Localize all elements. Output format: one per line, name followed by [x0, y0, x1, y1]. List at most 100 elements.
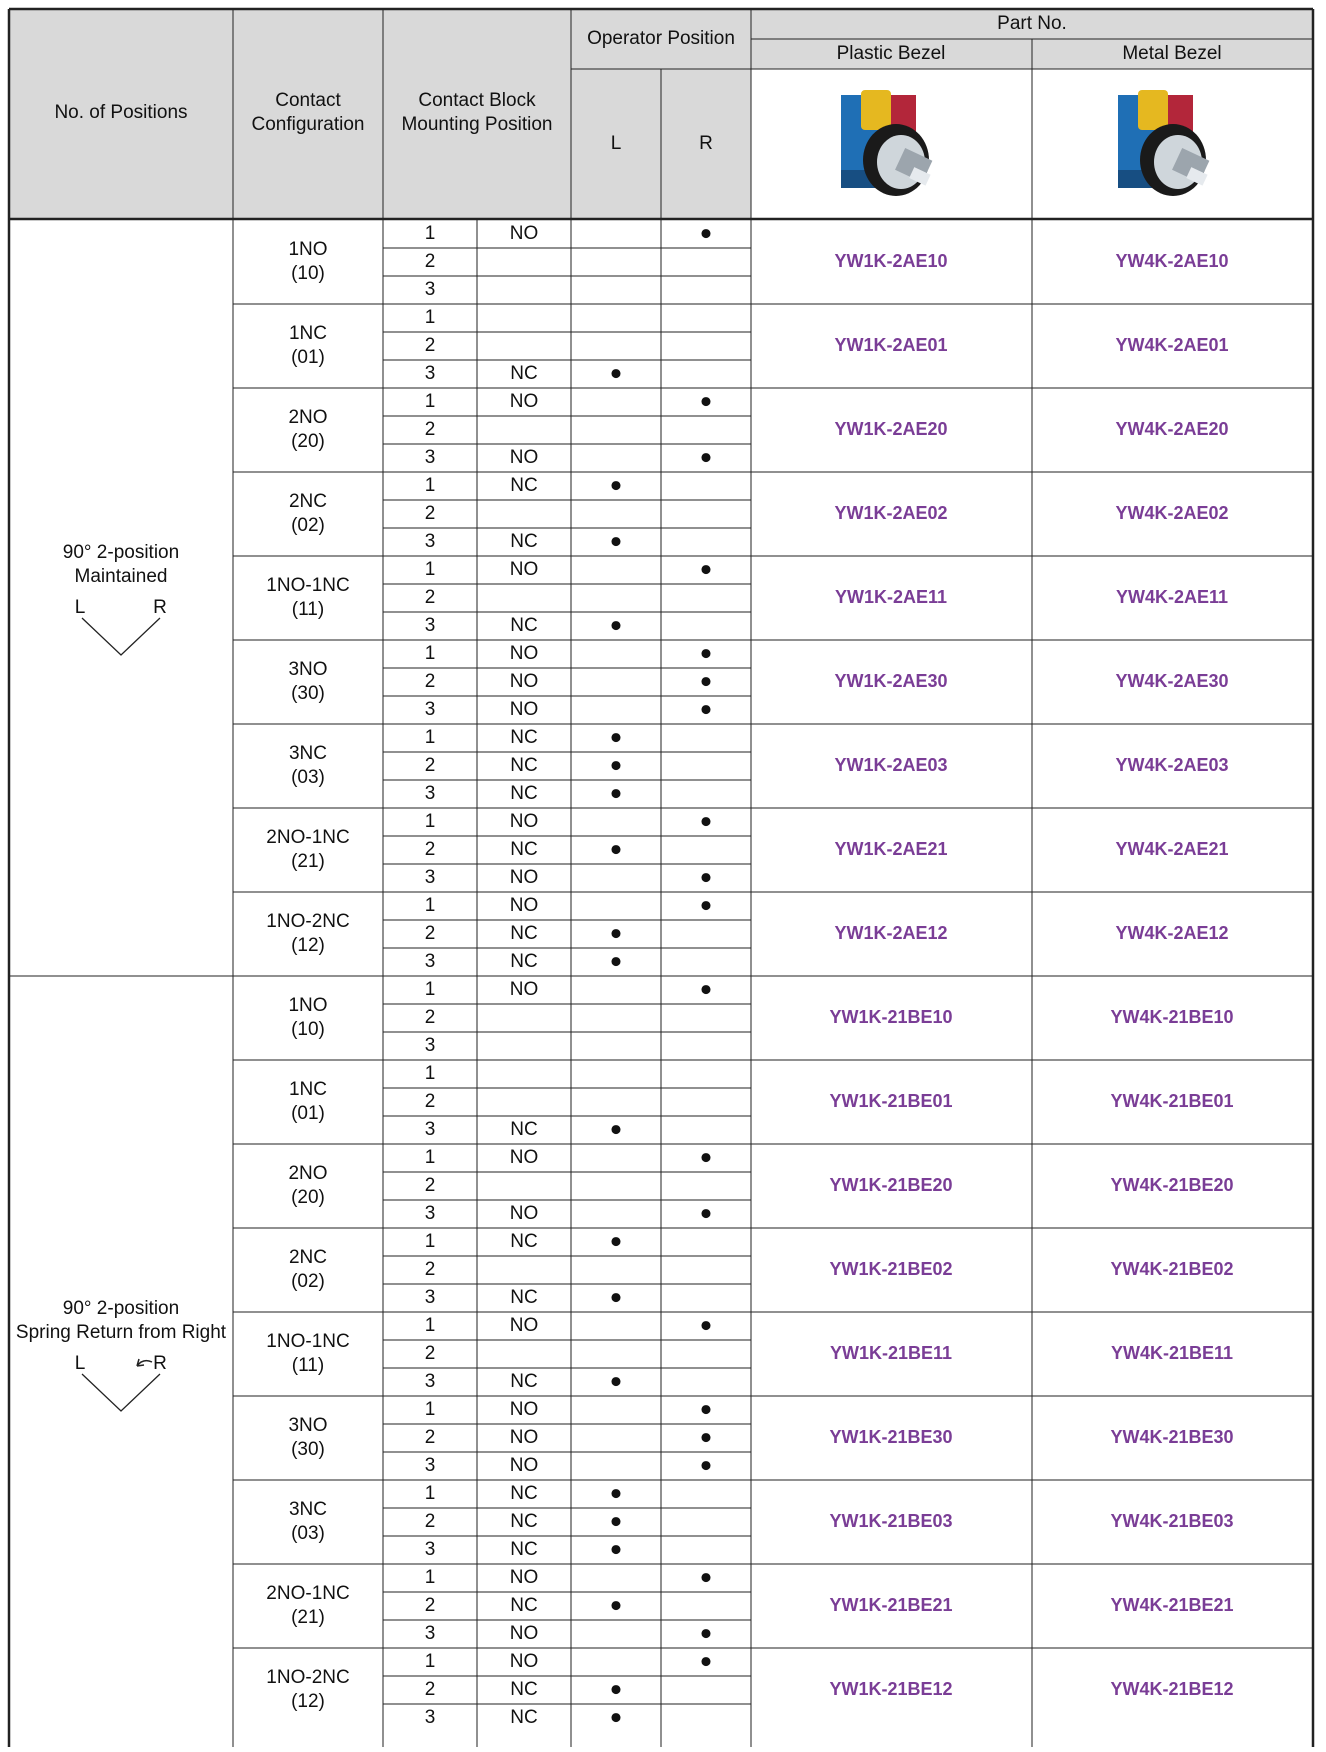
part-number-plastic: YW1K-21BE03	[829, 1511, 952, 1531]
group-label: 90° 2-position	[63, 542, 179, 563]
config-label: 2NC	[289, 1247, 327, 1268]
block-position: 1	[425, 1651, 436, 1672]
part-number-metal: YW4K-21BE11	[1111, 1343, 1233, 1363]
operator-left-mark: ●	[610, 474, 623, 497]
header-mounting: Mounting Position	[401, 114, 552, 135]
config-label: 3NO	[288, 1415, 327, 1436]
diagram-left: L	[75, 597, 86, 618]
part-number-plastic: YW1K-21BE01	[829, 1091, 952, 1111]
block-position: 3	[425, 615, 436, 636]
operator-right-mark: ●	[700, 446, 713, 469]
operator-left-mark: ●	[610, 1538, 623, 1561]
contact-type: NO	[510, 811, 539, 832]
config-label: (03)	[291, 1523, 325, 1544]
block-position: 2	[425, 1175, 436, 1196]
config-label: (11)	[292, 1355, 324, 1376]
operator-left-mark: ●	[610, 782, 623, 805]
block-position: 3	[425, 1455, 436, 1476]
contact-type: NC	[510, 1231, 537, 1252]
block-position: 1	[425, 391, 436, 412]
block-position: 2	[425, 1511, 436, 1532]
block-position: 1	[425, 223, 436, 244]
contact-type: NC	[510, 615, 537, 636]
block-position: 1	[425, 1399, 436, 1420]
contact-type: NC	[510, 1539, 537, 1560]
block-position: 2	[425, 1259, 436, 1280]
operator-left-mark: ●	[610, 1118, 623, 1141]
block-position: 1	[425, 1231, 436, 1252]
operator-right-mark: ●	[700, 670, 713, 693]
block-position: 3	[425, 279, 436, 300]
part-number-plastic: YW1K-2AE20	[834, 419, 947, 439]
block-position: 2	[425, 839, 436, 860]
part-number-metal: YW4K-2AE03	[1115, 755, 1228, 775]
part-number-plastic: YW1K-2AE30	[834, 671, 947, 691]
header-right: R	[699, 133, 713, 154]
part-number-metal: YW4K-21BE20	[1110, 1175, 1233, 1195]
part-number-plastic: YW1K-21BE21	[829, 1595, 952, 1615]
contact-type: NO	[510, 1399, 539, 1420]
contact-type: NC	[510, 839, 537, 860]
part-number-metal: YW4K-2AE12	[1115, 923, 1228, 943]
block-position: 2	[425, 671, 436, 692]
config-label: (21)	[291, 1607, 325, 1628]
block-position: 3	[425, 531, 436, 552]
part-number-plastic: YW1K-21BE20	[829, 1175, 952, 1195]
operator-right-mark: ●	[700, 698, 713, 721]
block-position: 3	[425, 1203, 436, 1224]
config-label: 3NC	[289, 743, 327, 764]
operator-left-mark: ●	[610, 838, 623, 861]
part-number-plastic: YW1K-21BE11	[830, 1343, 952, 1363]
operator-left-mark: ●	[610, 1286, 623, 1309]
config-label: 2NO	[288, 407, 327, 428]
operator-right-mark: ●	[700, 1398, 713, 1421]
block-position: 1	[425, 1063, 436, 1084]
contact-type: NO	[510, 1623, 539, 1644]
config-label: 1NC	[289, 323, 327, 344]
block-position: 2	[425, 1427, 436, 1448]
operator-right-mark: ●	[700, 390, 713, 413]
operator-right-mark: ●	[700, 1146, 713, 1169]
config-label: (03)	[291, 767, 325, 788]
config-label: (30)	[291, 683, 325, 704]
contact-type: NO	[510, 867, 539, 888]
block-position: 2	[425, 923, 436, 944]
block-position: 1	[425, 475, 436, 496]
block-position: 2	[425, 1679, 436, 1700]
group-label: Spring Return from Right	[16, 1322, 227, 1343]
contact-type: NC	[510, 363, 537, 384]
block-position: 1	[425, 727, 436, 748]
part-number-metal: YW4K-2AE30	[1115, 671, 1228, 691]
operator-left-mark: ●	[610, 1230, 623, 1253]
diagram-arrow	[136, 1358, 153, 1367]
block-position: 3	[425, 1035, 436, 1056]
operator-left-mark: ●	[610, 614, 623, 637]
block-position: 3	[425, 1119, 436, 1140]
header-mounting: Contact Block	[418, 90, 536, 111]
contact-type: NC	[510, 1483, 537, 1504]
diagram-v	[81, 1373, 161, 1412]
block-position: 2	[425, 335, 436, 356]
operator-left-mark: ●	[610, 1678, 623, 1701]
operator-right-mark: ●	[700, 1566, 713, 1589]
operator-right-mark: ●	[700, 558, 713, 581]
contact-type: NC	[510, 531, 537, 552]
operator-left-mark: ●	[610, 530, 623, 553]
config-label: 3NO	[288, 659, 327, 680]
block-position: 2	[425, 419, 436, 440]
contact-type: NC	[510, 755, 537, 776]
contact-type: NO	[510, 1315, 539, 1336]
config-label: 2NO	[288, 1163, 327, 1184]
block-position: 3	[425, 1287, 436, 1308]
diagram-left: L	[75, 1353, 86, 1374]
diagram-v	[81, 617, 161, 656]
operator-right-mark: ●	[700, 1202, 713, 1225]
config-label: (21)	[291, 851, 325, 872]
part-number-metal: YW4K-21BE10	[1110, 1007, 1233, 1027]
operator-left-mark: ●	[610, 950, 623, 973]
diagram-right: R	[153, 597, 167, 618]
block-position: 3	[425, 363, 436, 384]
part-number-plastic: YW1K-21BE10	[829, 1007, 952, 1027]
